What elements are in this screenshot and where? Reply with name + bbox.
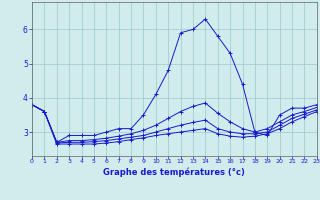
- X-axis label: Graphe des températures (°c): Graphe des températures (°c): [103, 167, 245, 177]
